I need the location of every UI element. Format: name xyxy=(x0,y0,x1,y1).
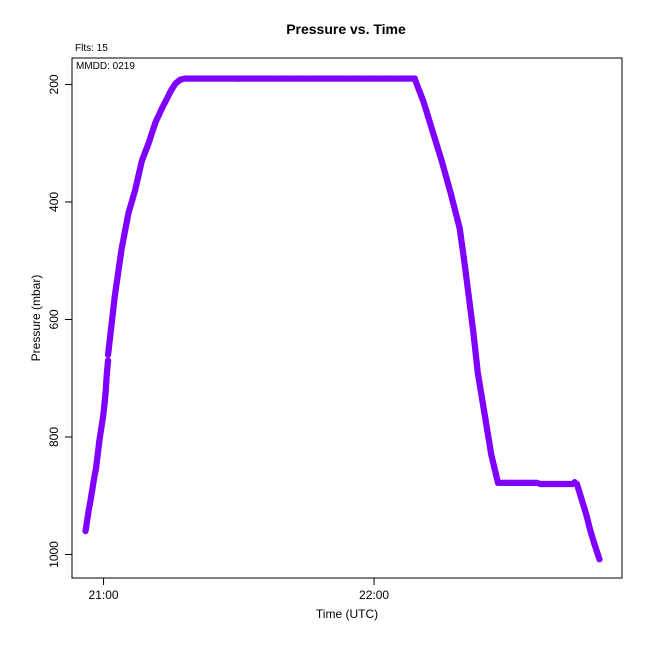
plot-frame xyxy=(71,57,623,579)
data-point xyxy=(596,555,603,563)
x-axis-label: Time (UTC) xyxy=(316,607,378,621)
data-points xyxy=(82,75,603,563)
flights-annotation: Flts: 15 xyxy=(75,43,108,54)
chart-title: Pressure vs. Time xyxy=(286,21,406,37)
y-axis-label: Pressure (mbar) xyxy=(29,275,43,362)
y-tick-label: 200 xyxy=(47,74,61,94)
x-tick-label: 22:00 xyxy=(359,588,389,602)
mmdd-annotation: MMDD: 0219 xyxy=(76,61,135,72)
y-tick-label: 800 xyxy=(47,427,61,447)
x-axis-ticks: 21:00 22:00 xyxy=(89,578,389,602)
x-tick-label: 21:00 xyxy=(89,588,119,602)
y-tick-label: 400 xyxy=(47,192,61,212)
y-axis-ticks: 200 400 600 800 1000 xyxy=(47,74,72,568)
y-tick-label: 600 xyxy=(47,309,61,329)
y-tick-label: 1000 xyxy=(47,541,61,568)
data-point xyxy=(104,357,112,364)
